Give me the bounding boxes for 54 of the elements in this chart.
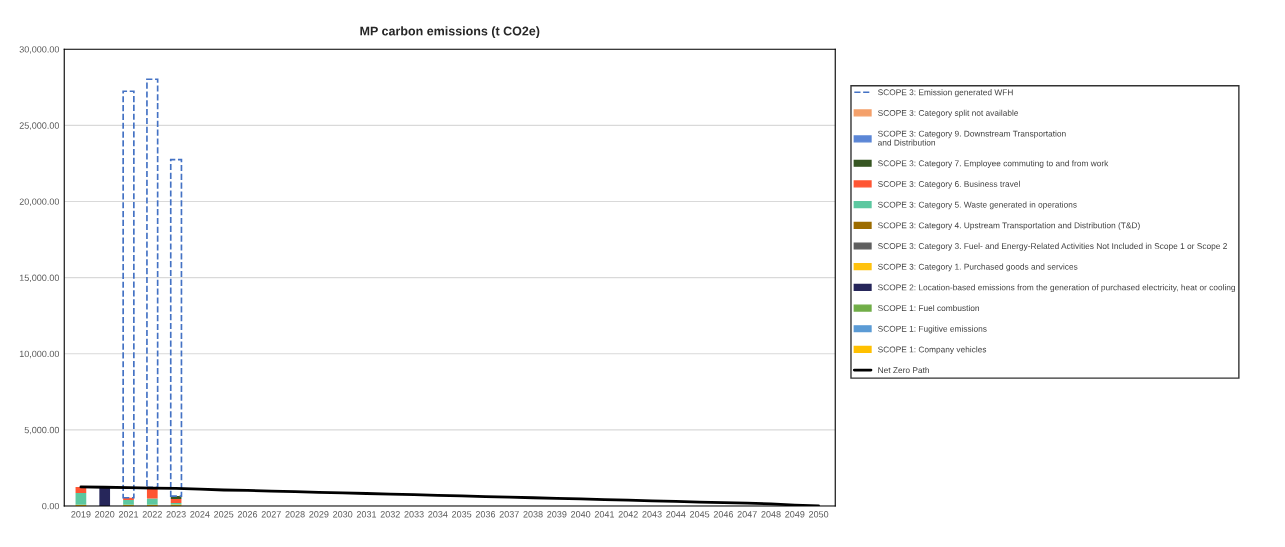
legend-label: SCOPE 3: Category 9. Downstream Transportation and Distribution	[878, 130, 1066, 146]
y-tick-label: 20,000.00	[19, 198, 60, 206]
y-tick-label: 0.00	[42, 502, 60, 510]
x-tick-label: 2044	[666, 511, 686, 518]
x-tick-label: 2029	[309, 511, 329, 518]
x-tick-label: 2020	[95, 511, 115, 518]
x-tick-label: 2036	[475, 511, 496, 518]
y-tick-label: 5,000.00	[24, 426, 60, 435]
x-tick-label: 2042	[618, 511, 638, 518]
legend-label: SCOPE 3: Emission generated WFH	[878, 89, 1013, 97]
y-tick-label: 15,000.00	[19, 274, 60, 283]
legend-label: SCOPE 3: Category 7. Employee commuting to and from work	[878, 160, 1109, 168]
x-tick-label: 2024	[190, 511, 210, 518]
chart-title: MP carbon emissions (t CO2e)	[360, 26, 540, 38]
x-tick-label: 2031	[356, 511, 377, 518]
x-tick-label: 2050	[809, 511, 829, 518]
legend-label: SCOPE 3: Category 1. Purchased goods and services	[878, 263, 1078, 272]
legend-label: SCOPE 3: Category split not available	[878, 109, 1019, 118]
x-tick-label: 2026	[237, 511, 258, 518]
y-tick-label: 10,000.00	[19, 350, 60, 359]
legend-label: SCOPE 3: Category 4. Upstream Transportation and Distribution (T&D)	[878, 222, 1140, 230]
legend-label: SCOPE 1: Fuel combustion	[878, 304, 979, 312]
legend-label: SCOPE 3: Category 6. Business travel	[878, 180, 1020, 189]
x-tick-label: 2023	[166, 511, 186, 518]
x-tick-label: 2047	[737, 511, 757, 518]
x-tick-label: 2027	[261, 511, 281, 518]
x-tick-label: 2041	[594, 511, 615, 518]
legend-label: SCOPE 3: Category 3. Fuel- and Energy-Related Activities Not Included in Scope 1 or Scope 2	[878, 242, 1227, 251]
legend-label: SCOPE 3: Category 5. Waste generated in operations	[878, 201, 1077, 210]
x-tick-label: 2049	[785, 511, 805, 518]
x-tick-label: 2028	[285, 511, 305, 518]
x-tick-label: 2034	[428, 511, 448, 518]
x-tick-label: 2021	[118, 511, 139, 518]
y-tick-label: 30,000.00	[19, 46, 60, 54]
legend-label: SCOPE 1: Company vehicles	[878, 346, 987, 355]
legend-label: Net Zero Path	[878, 366, 929, 374]
x-tick-label: 2045	[690, 511, 710, 518]
legend-label: SCOPE 2: Location-based emissions from the generation of purchased electricity, heat or cooling	[878, 284, 1236, 293]
x-tick-label: 2048	[761, 511, 781, 518]
x-tick-label: 2037	[499, 511, 519, 518]
x-tick-label: 2035	[452, 511, 472, 518]
x-tick-label: 2032	[380, 511, 400, 518]
x-tick-label: 2040	[571, 511, 591, 518]
x-tick-label: 2025	[214, 511, 234, 518]
x-tick-label: 2046	[713, 511, 734, 518]
x-tick-label: 2019	[71, 511, 91, 518]
x-tick-label: 2038	[523, 511, 543, 518]
x-tick-label: 2030	[333, 511, 353, 518]
legend-label: SCOPE 1: Fugitive emissions	[878, 325, 987, 334]
x-tick-label: 2033	[404, 511, 424, 518]
x-tick-label: 2039	[547, 511, 567, 518]
y-tick-label: 25,000.00	[19, 122, 60, 130]
x-tick-label: 2022	[142, 511, 162, 518]
x-tick-label: 2043	[642, 511, 662, 518]
